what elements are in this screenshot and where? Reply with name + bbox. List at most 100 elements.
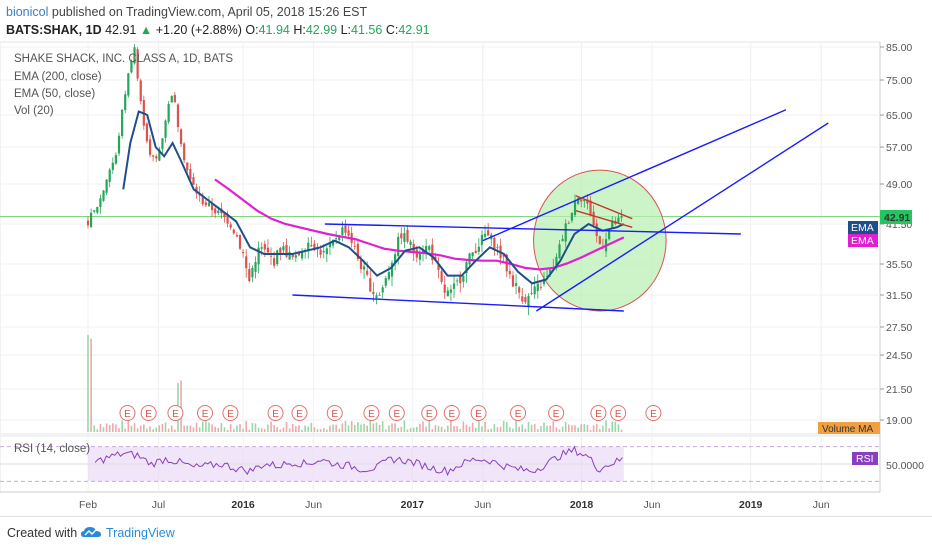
candle-body (310, 245, 313, 247)
rsi-indicator (0, 445, 880, 482)
candle-body (459, 275, 462, 284)
volume-bar (499, 426, 502, 432)
candle-body (279, 247, 282, 253)
tradingview-link[interactable]: TradingView (106, 526, 175, 540)
low-value: 41.56 (351, 23, 383, 37)
candle-body (468, 253, 471, 265)
volume-bar (468, 426, 471, 432)
candle-body (145, 123, 149, 142)
candle-body (561, 238, 564, 242)
price-tick-label: 27.50 (886, 322, 912, 334)
earnings-marker (326, 405, 343, 421)
volume-bar (608, 428, 610, 432)
earnings-marker-label: E (227, 409, 234, 420)
volume-bar (136, 428, 139, 432)
legend-ema200[interactable]: EMA (200, close) (14, 71, 102, 83)
rsi-legend[interactable]: RSI (14, close) (14, 443, 90, 455)
candle-body (530, 293, 533, 295)
candle-body (127, 73, 130, 96)
trendline (292, 294, 624, 312)
volume-bar (353, 425, 356, 432)
candle-body (496, 246, 499, 248)
volume-bar (93, 425, 96, 432)
volume-bar (527, 421, 530, 432)
volume-bar (192, 427, 195, 432)
volume-bar (198, 427, 201, 432)
candle-body (502, 254, 505, 257)
earnings-marker-label: E (615, 409, 622, 420)
earnings-marker-label: E (475, 409, 482, 420)
candle-body (428, 246, 431, 250)
volume-bar (384, 429, 387, 432)
candle-body (282, 246, 285, 251)
candle-body (111, 162, 114, 170)
volume-bar (515, 420, 517, 432)
volume-bar (102, 427, 105, 432)
volume-bar (617, 424, 620, 432)
legend-ema50[interactable]: EMA (50, close) (14, 88, 95, 100)
volume-bar (99, 424, 102, 432)
volume-bar (205, 420, 207, 432)
candle-body (201, 197, 204, 205)
volume-bar (251, 422, 254, 432)
trendlines (292, 109, 829, 312)
price-tick-label: 35.50 (886, 259, 912, 271)
candle-body (431, 244, 434, 261)
volume-bar (248, 429, 251, 432)
volume-bar (301, 429, 303, 432)
candle-body (443, 284, 446, 293)
candle-body (477, 246, 480, 252)
candle-body (176, 104, 180, 128)
volume-bar (400, 426, 403, 432)
quote-line: BATS:SHAK, 1D 42.91 ▲ +1.20 (+2.88%) O:4… (6, 23, 430, 37)
candle-body (105, 179, 108, 193)
last-price: 42.91 (105, 23, 137, 37)
price-chart[interactable]: E E E E E E E E E E E E E E E E E E 85.00 75.00 65.00 57.00 4… (0, 0, 932, 516)
volume-bar (419, 424, 421, 432)
candle-body (93, 210, 96, 212)
earnings-marker (388, 405, 405, 421)
candle-body (235, 235, 238, 237)
volume-bar (180, 380, 182, 432)
volume-bar (307, 426, 310, 432)
earnings-marker-label: E (650, 409, 657, 420)
volume-bar (108, 425, 111, 432)
volume-bar (518, 426, 520, 432)
volume-bar (512, 428, 514, 432)
candle-body (322, 250, 325, 253)
earnings-marker (291, 405, 308, 421)
candle-body (387, 272, 390, 280)
volume-bar (369, 420, 372, 432)
volume-bar (304, 425, 306, 432)
main-pane-frame (0, 41, 881, 435)
ema200-badge: EMA (851, 235, 874, 247)
earnings-marker-label: E (124, 409, 131, 420)
volume-bar (174, 429, 176, 432)
candle-body (545, 275, 549, 277)
trendline (575, 195, 633, 220)
volume-bar (357, 422, 359, 432)
volume-bar (490, 428, 493, 432)
candle-body (294, 255, 297, 258)
symbol-label[interactable]: BATS:SHAK, 1D (6, 23, 102, 37)
candle-body (564, 223, 567, 242)
candle-body (136, 49, 139, 79)
candle-body (238, 235, 242, 249)
candle-body (366, 270, 369, 275)
earnings-marker (470, 405, 487, 421)
price-axis: 85.0075.0065.0057.0049.0041.5035.5031.50… (880, 42, 912, 427)
candle-body (133, 47, 136, 64)
volume-bar (329, 425, 331, 432)
open-label: O: (245, 23, 259, 37)
open-value: 41.94 (258, 23, 290, 37)
volume-bar (310, 422, 313, 432)
candle-body (99, 198, 102, 208)
author-link[interactable]: bionicol (6, 5, 49, 19)
legend-vol[interactable]: Vol (20) (14, 105, 54, 117)
volume-bar (124, 428, 127, 432)
price-tick-label: 49.00 (886, 179, 912, 191)
candle-body (223, 212, 226, 218)
candle-body (325, 248, 328, 255)
candle-body (297, 253, 301, 256)
candle-body (86, 220, 90, 226)
